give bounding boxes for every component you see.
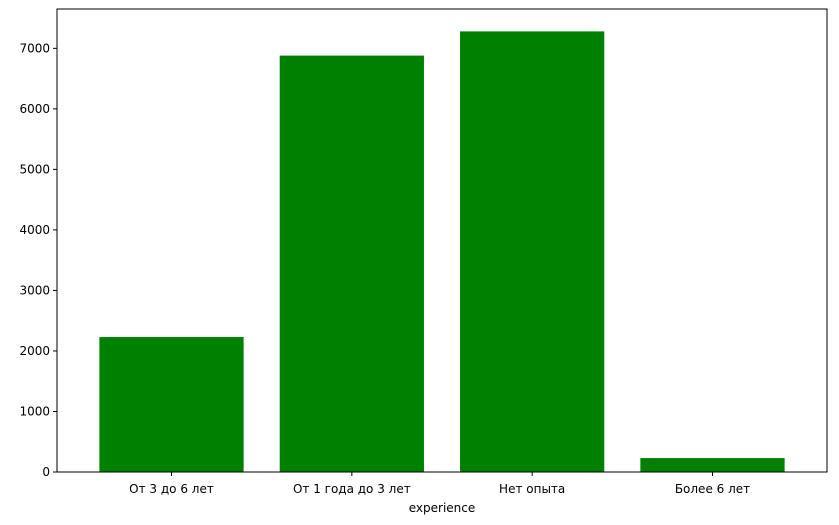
bar — [99, 337, 244, 472]
bars-group — [99, 31, 785, 473]
x-tick-label: От 1 года до 3 лет — [293, 482, 411, 496]
x-axis: От 3 до 6 лет От 1 года до 3 лет Нет опыта… — [129, 472, 750, 496]
plot-frame — [56, 8, 828, 473]
x-axis-label: experience — [409, 501, 476, 515]
bar — [279, 55, 424, 473]
y-tick-label: 7000 — [19, 41, 50, 55]
y-tick-label: 5000 — [19, 162, 50, 176]
y-tick-label: 3000 — [19, 283, 50, 297]
x-tick-label: Нет опыта — [499, 482, 565, 496]
y-tick-label: 1000 — [19, 404, 50, 418]
x-tick-label: От 3 до 6 лет — [129, 482, 214, 496]
bar — [460, 31, 605, 472]
y-axis: 0 1000 2000 3000 4000 5000 6000 7000 — [19, 41, 57, 479]
y-tick-label: 0 — [42, 465, 50, 479]
y-tick-label: 4000 — [19, 223, 50, 237]
y-tick-label: 2000 — [19, 344, 50, 358]
bar — [640, 458, 785, 472]
x-tick-label: Более 6 лет — [675, 482, 750, 496]
y-tick-label: 6000 — [19, 102, 50, 116]
